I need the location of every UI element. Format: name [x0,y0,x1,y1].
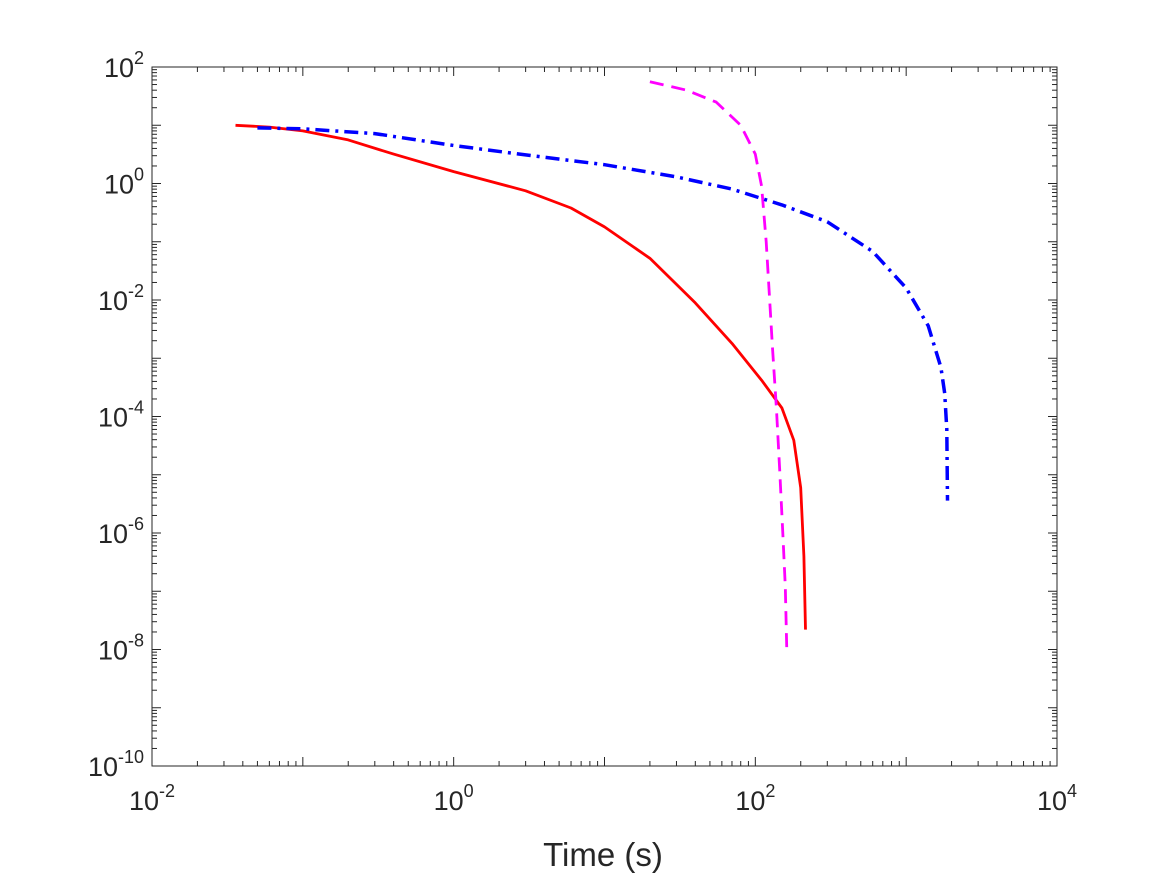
x-tick-label: 100 [434,781,474,816]
x-tick-label: 10-2 [129,781,175,816]
x-tick-label: 102 [735,781,775,816]
series-layer [235,80,950,656]
plot-frame [151,66,1058,767]
x-tick-label: 104 [1037,781,1077,816]
tick-layer [151,67,1057,767]
tick-label-layer: 10-2 100 102 104 10-10 10-8 10-6 10-4 10-2 100 102 [88,48,1077,816]
y-tick-label: 10-10 [88,747,144,782]
series-line-2-dashed [649,80,789,656]
y-tick-label: 100 [104,165,144,200]
series-line-1-solid [235,123,807,630]
series-line-3-dashdot [257,126,950,501]
x-axis-label: Time (s) [543,836,663,873]
y-tick-label: 10-8 [98,631,144,666]
y-tick-label: 102 [104,48,144,83]
plot-area-box [151,66,1058,767]
y-tick-label: 10-4 [98,398,144,433]
y-tick-label: 10-2 [98,281,144,316]
y-tick-label: 10-6 [98,514,144,549]
